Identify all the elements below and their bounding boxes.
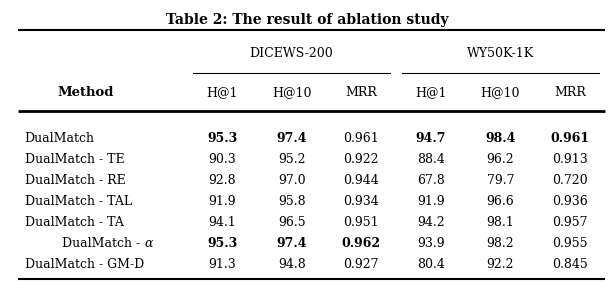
Text: WY50K-1K: WY50K-1K [467, 47, 534, 60]
Text: 0.951: 0.951 [343, 216, 379, 229]
Text: DualMatch - RE: DualMatch - RE [25, 174, 125, 187]
Text: 80.4: 80.4 [417, 258, 445, 271]
Text: 98.2: 98.2 [487, 237, 514, 250]
Text: 0.961: 0.961 [550, 132, 589, 145]
Text: 91.9: 91.9 [208, 195, 236, 208]
Text: 94.7: 94.7 [416, 132, 446, 145]
Text: 95.3: 95.3 [207, 132, 237, 145]
Text: 0.936: 0.936 [552, 195, 588, 208]
Text: 0.961: 0.961 [343, 132, 379, 145]
Text: 96.6: 96.6 [486, 195, 515, 208]
Text: H@1: H@1 [415, 86, 446, 99]
Text: H@1: H@1 [206, 86, 238, 99]
Text: 91.9: 91.9 [417, 195, 445, 208]
Text: 0.720: 0.720 [552, 174, 588, 187]
Text: 96.5: 96.5 [278, 216, 305, 229]
Text: 0.962: 0.962 [341, 237, 381, 250]
Text: 0.922: 0.922 [343, 153, 379, 166]
Text: 88.4: 88.4 [417, 153, 445, 166]
Text: 98.4: 98.4 [485, 132, 516, 145]
Text: 98.1: 98.1 [486, 216, 515, 229]
Text: 0.934: 0.934 [343, 195, 379, 208]
Text: 94.8: 94.8 [278, 258, 306, 271]
Text: H@10: H@10 [481, 86, 520, 99]
Text: Table 2: The result of ablation study: Table 2: The result of ablation study [166, 13, 448, 27]
Text: 96.2: 96.2 [487, 153, 514, 166]
Text: DualMatch - TE: DualMatch - TE [25, 153, 124, 166]
Text: 93.9: 93.9 [417, 237, 445, 250]
Text: DualMatch - TA: DualMatch - TA [25, 216, 123, 229]
Text: DualMatch -: DualMatch - [62, 237, 144, 250]
Text: DualMatch - TAL: DualMatch - TAL [25, 195, 131, 208]
Text: 0.927: 0.927 [343, 258, 379, 271]
Text: 91.3: 91.3 [208, 258, 236, 271]
Text: DualMatch - GM-D: DualMatch - GM-D [25, 258, 144, 271]
Text: 67.8: 67.8 [417, 174, 445, 187]
Text: H@10: H@10 [272, 86, 311, 99]
Text: 97.4: 97.4 [276, 132, 307, 145]
Text: 97.4: 97.4 [276, 237, 307, 250]
Text: 97.0: 97.0 [278, 174, 305, 187]
Text: 0.845: 0.845 [552, 258, 588, 271]
Text: Method: Method [58, 86, 114, 99]
Text: 92.8: 92.8 [208, 174, 236, 187]
Text: DualMatch: DualMatch [25, 132, 95, 145]
Text: 0.913: 0.913 [552, 153, 588, 166]
Text: 90.3: 90.3 [208, 153, 236, 166]
Text: 0.944: 0.944 [343, 174, 379, 187]
Text: 0.957: 0.957 [552, 216, 588, 229]
Text: 0.955: 0.955 [552, 237, 588, 250]
Text: MRR: MRR [554, 86, 586, 99]
Text: 95.8: 95.8 [278, 195, 305, 208]
Text: 94.1: 94.1 [208, 216, 236, 229]
Text: 94.2: 94.2 [417, 216, 445, 229]
Text: DICEWS-200: DICEWS-200 [250, 47, 333, 60]
Text: 92.2: 92.2 [487, 258, 514, 271]
Text: α: α [144, 237, 153, 250]
Text: 95.3: 95.3 [207, 237, 237, 250]
Text: 95.2: 95.2 [278, 153, 305, 166]
Text: 79.7: 79.7 [487, 174, 514, 187]
Text: MRR: MRR [345, 86, 377, 99]
